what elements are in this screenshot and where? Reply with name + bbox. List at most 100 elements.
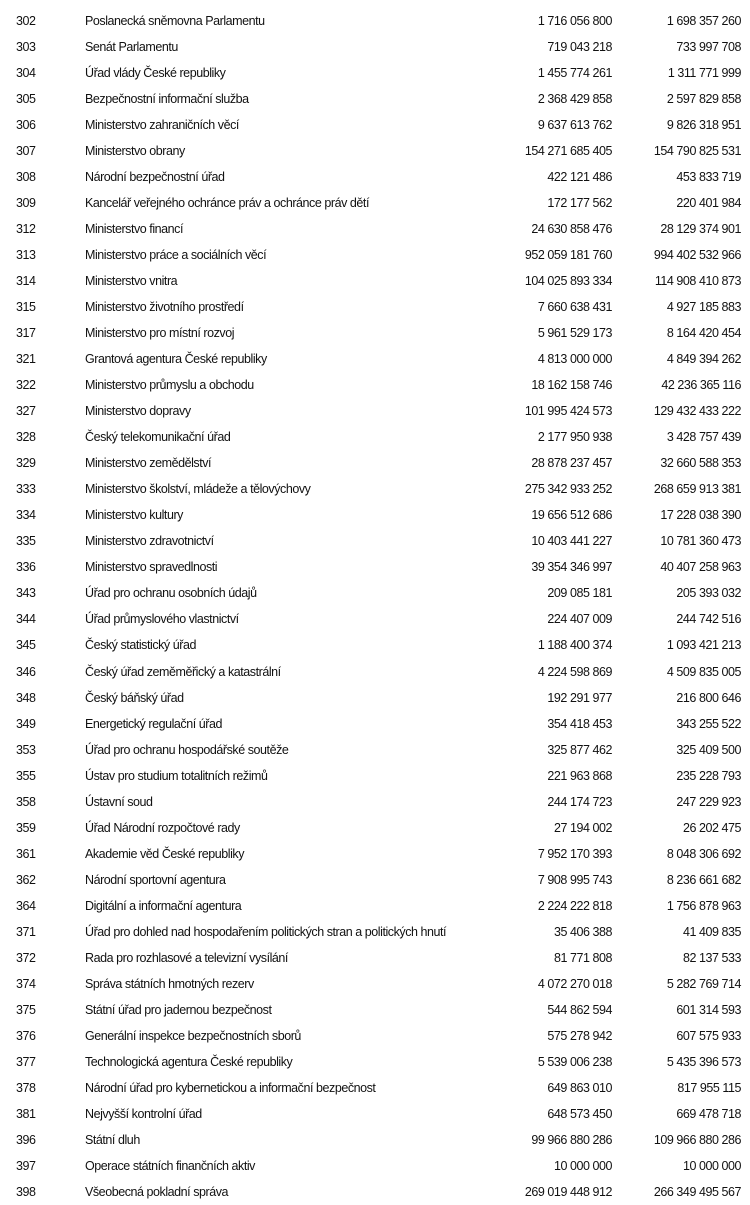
amount-column-1: 154 271 685 405: [524, 144, 613, 159]
chapter-code: 304: [16, 66, 36, 81]
amount-column-1: 952 059 181 760: [524, 248, 613, 263]
amount-column-2: 343 255 522: [676, 716, 741, 731]
amount-column-1: 2 177 950 938: [537, 430, 613, 445]
table-row: 381 Nejvyšší kontrolní úřad 648 573 450 669…: [0, 1101, 750, 1127]
chapter-code: 335: [16, 534, 36, 549]
chapter-code: 362: [16, 872, 36, 887]
table-row: 348 Český báňský úřad 192 291 977 216 800 6…: [0, 685, 750, 711]
table-row: 377 Technologická agentura České republik…: [0, 1049, 750, 1075]
chapter-code: 329: [16, 456, 36, 471]
amount-column-2: 82 137 533: [682, 950, 742, 965]
chapter-name: Ministerstvo životního prostředí: [85, 300, 244, 315]
amount-column-1: 18 162 158 746: [531, 378, 612, 393]
chapter-name: Český statistický úřad: [85, 638, 196, 653]
table-row: 358 Ústavní soud 244 174 723 247 229 923: [0, 789, 750, 815]
amount-column-2: 32 660 588 353: [660, 456, 741, 471]
amount-column-2: 3 428 757 439: [666, 430, 742, 445]
chapter-code: 346: [16, 664, 36, 679]
chapter-code: 317: [16, 326, 36, 341]
chapter-code: 345: [16, 638, 36, 653]
chapter-name: Ministerstvo zahraničních věcí: [85, 118, 239, 133]
amount-column-1: 7 952 170 393: [537, 846, 613, 861]
chapter-code: 358: [16, 794, 36, 809]
chapter-code: 328: [16, 430, 36, 445]
table-row: 312 Ministerstvo financí 24 630 858 476 28 …: [0, 216, 750, 242]
chapter-name: Ministerstvo školství, mládeže a tělovýc…: [85, 482, 311, 497]
table-row: 398 Všeobecná pokladní správa 269 019 448 …: [0, 1179, 750, 1205]
chapter-name: Ministerstvo spravedlnosti: [85, 560, 218, 575]
amount-column-2: 817 955 115: [677, 1080, 741, 1095]
chapter-name: Úřad pro ochranu hospodářské soutěže: [85, 742, 289, 757]
amount-column-1: 244 174 723: [547, 794, 612, 809]
amount-column-2: 669 478 718: [676, 1106, 741, 1121]
chapter-name: Digitální a informační agentura: [85, 898, 242, 913]
table-row: 306 Ministerstvo zahraničních věcí 9 637 6…: [0, 112, 750, 138]
table-row: 322 Ministerstvo průmyslu a obchodu 18 162…: [0, 372, 750, 398]
table-row: 361 Akademie věd České republiky 7 952 170…: [0, 841, 750, 867]
chapter-code: 334: [16, 508, 36, 523]
chapter-name: Národní úřad pro kybernetickou a informa…: [85, 1080, 376, 1095]
chapter-code: 321: [16, 352, 36, 367]
amount-column-1: 101 995 424 573: [524, 404, 613, 419]
amount-column-2: 205 393 032: [676, 586, 741, 601]
amount-column-2: 453 833 719: [676, 170, 741, 185]
amount-column-2: 235 228 793: [676, 768, 741, 783]
table-row: 378 Národní úřad pro kybernetickou a info…: [0, 1075, 750, 1101]
chapter-code: 349: [16, 716, 36, 731]
table-row: 329 Ministerstvo zemědělství 28 878 237 45…: [0, 450, 750, 476]
chapter-code: 343: [16, 586, 36, 601]
table-row: 336 Ministerstvo spravedlnosti 39 354 346 …: [0, 554, 750, 580]
chapter-name: Senát Parlamentu: [85, 40, 178, 55]
chapter-name: Ministerstvo vnitra: [85, 274, 178, 289]
chapter-code: 355: [16, 768, 36, 783]
amount-column-1: 5 539 006 238: [537, 1054, 613, 1069]
amount-column-2: 10 781 360 473: [660, 534, 741, 549]
chapter-code: 305: [16, 92, 36, 107]
chapter-code: 313: [16, 248, 36, 263]
amount-column-2: 8 048 306 692: [666, 846, 742, 861]
amount-column-2: 601 314 593: [676, 1002, 741, 1017]
amount-column-2: 5 282 769 714: [666, 976, 742, 991]
chapter-name: Ústavní soud: [85, 794, 153, 809]
chapter-code: 348: [16, 690, 36, 705]
chapter-name: Ministerstvo práce a sociálních věcí: [85, 248, 267, 263]
amount-column-2: 247 229 923: [676, 794, 741, 809]
chapter-code: 381: [16, 1106, 36, 1121]
chapter-name: Ministerstvo pro místní rozvoj: [85, 326, 235, 341]
table-row: 321 Grantová agentura České republiky 4 81…: [0, 346, 750, 372]
amount-column-2: 4 849 394 262: [666, 352, 742, 367]
chapter-name: Ministerstvo zdravotnictví: [85, 534, 214, 549]
chapter-code: 309: [16, 196, 36, 211]
amount-column-1: 325 877 462: [547, 742, 612, 757]
chapter-name: Státní dluh: [85, 1132, 140, 1147]
amount-column-1: 2 224 222 818: [537, 898, 613, 913]
amount-column-1: 81 771 808: [553, 950, 613, 965]
amount-column-1: 648 573 450: [547, 1106, 612, 1121]
chapter-name: Akademie věd České republiky: [85, 846, 245, 861]
amount-column-1: 422 121 486: [547, 170, 612, 185]
table-row: 328 Český telekomunikační úřad 2 177 950 9…: [0, 424, 750, 450]
table-row: 343 Úřad pro ochranu osobních údajů 209 08…: [0, 580, 750, 606]
chapter-code: 312: [16, 222, 36, 237]
amount-column-2: 266 349 495 567: [653, 1184, 742, 1199]
amount-column-1: 575 278 942: [547, 1028, 612, 1043]
amount-column-1: 24 630 858 476: [531, 222, 612, 237]
amount-column-1: 1 455 774 261: [537, 66, 613, 81]
amount-column-2: 9 826 318 951: [666, 118, 742, 133]
amount-column-1: 4 072 270 018: [537, 976, 613, 991]
amount-column-2: 8 164 420 454: [666, 326, 742, 341]
amount-column-2: 607 575 933: [676, 1028, 741, 1043]
table-row: 304 Úřad vlády České republiky 1 455 774 2…: [0, 60, 750, 86]
amount-column-2: 2 597 829 858: [666, 92, 742, 107]
chapter-code: 398: [16, 1184, 36, 1199]
amount-column-1: 1 188 400 374: [537, 638, 613, 653]
chapter-name: Národní sportovní agentura: [85, 872, 226, 887]
chapter-name: Ministerstvo průmyslu a obchodu: [85, 378, 254, 393]
amount-column-1: 224 407 009: [547, 612, 612, 627]
table-row: 362 Národní sportovní agentura 7 908 995 7…: [0, 867, 750, 893]
chapter-code: 361: [16, 846, 36, 861]
table-row: 397 Operace státních finančních aktiv 10 0…: [0, 1153, 750, 1179]
chapter-code: 396: [16, 1132, 36, 1147]
chapter-code: 371: [16, 924, 36, 939]
chapter-name: Správa státních hmotných rezerv: [85, 976, 254, 991]
